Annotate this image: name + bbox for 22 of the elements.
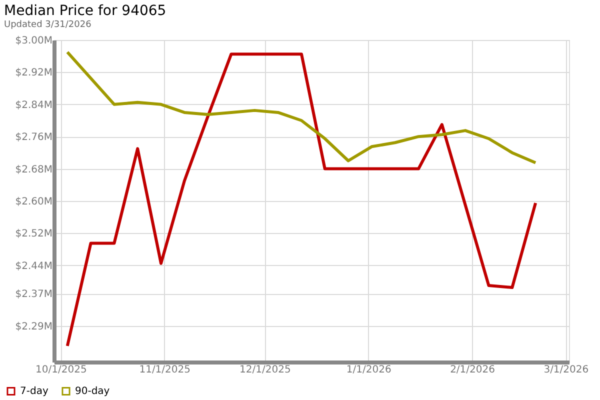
x-tick-label: 2/1/2026: [450, 364, 495, 376]
y-tick-label: $2.60M: [15, 196, 52, 208]
chart-subtitle: Updated 3/31/2026: [4, 20, 92, 30]
x-tick-label: 10/1/2025: [36, 364, 87, 376]
chart-title: Median Price for 94065: [4, 3, 166, 19]
y-tick-label: $2.29M: [15, 321, 52, 332]
legend-label: 90-day: [75, 386, 110, 398]
y-tick-label: $2.68M: [15, 164, 52, 176]
x-tick-label: 12/1/2025: [240, 364, 291, 376]
y-tick-label: $2.52M: [15, 228, 52, 240]
y-tick-label: $2.76M: [15, 132, 52, 144]
legend-label: 7-day: [20, 386, 48, 398]
x-tick-label: 11/1/2025: [139, 364, 190, 376]
y-tick-label: $2.37M: [15, 289, 52, 300]
y-tick-label: $2.84M: [15, 100, 52, 111]
y-tick-label: $2.92M: [15, 68, 52, 79]
x-tick-label: 3/1/2026: [544, 364, 589, 376]
line-series: [66, 50, 538, 164]
line-series: [66, 52, 538, 348]
x-tick-label: 1/1/2026: [346, 364, 392, 376]
y-tick-label: $3.00M: [15, 36, 52, 46]
y-tick-label: $2.44M: [15, 260, 52, 272]
